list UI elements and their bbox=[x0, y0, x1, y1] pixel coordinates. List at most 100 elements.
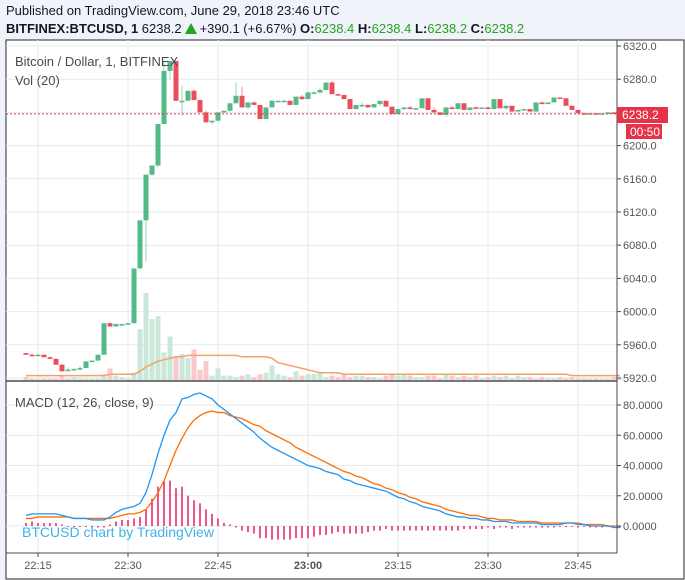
candle-body[interactable] bbox=[197, 99, 203, 113]
candle-body[interactable] bbox=[383, 100, 389, 107]
candle-body[interactable] bbox=[155, 124, 161, 166]
candle-body[interactable] bbox=[59, 364, 65, 372]
candle-body[interactable] bbox=[533, 102, 539, 112]
candle-body[interactable] bbox=[569, 105, 575, 110]
candle-body[interactable] bbox=[347, 99, 353, 110]
candle-body[interactable] bbox=[455, 103, 461, 110]
candle-body[interactable] bbox=[65, 369, 71, 372]
candle-body[interactable] bbox=[95, 354, 101, 361]
candle-body[interactable] bbox=[53, 358, 59, 365]
candle-body[interactable] bbox=[149, 165, 155, 175]
candle-body[interactable] bbox=[209, 120, 215, 123]
candle-body[interactable] bbox=[71, 368, 77, 371]
candle-body[interactable] bbox=[191, 90, 197, 100]
candle-body[interactable] bbox=[443, 107, 449, 115]
candle-body[interactable] bbox=[497, 99, 503, 109]
candle-body[interactable] bbox=[113, 324, 119, 327]
candle-body[interactable] bbox=[425, 98, 431, 110]
candle-body[interactable] bbox=[281, 100, 287, 103]
candle-body[interactable] bbox=[563, 98, 569, 106]
candle-body[interactable] bbox=[605, 112, 611, 114]
candle-body[interactable] bbox=[161, 70, 167, 125]
candle-body[interactable] bbox=[479, 107, 485, 109]
candle-body[interactable] bbox=[35, 354, 41, 357]
candle-body[interactable] bbox=[329, 82, 335, 95]
axis-labels[interactable]: 5920.0 5960.0 6000.0 6040.0 6080.0 6120.0 6160… bbox=[24, 41, 663, 572]
candle-body[interactable] bbox=[167, 60, 173, 71]
candle-body[interactable] bbox=[269, 100, 275, 108]
candle-body[interactable] bbox=[461, 103, 467, 110]
volume-legend[interactable]: Vol (20) bbox=[15, 73, 60, 88]
candle-body[interactable] bbox=[395, 109, 401, 115]
macd-pane-series[interactable] bbox=[25, 392, 621, 540]
candle-body[interactable] bbox=[611, 112, 617, 114]
candle-body[interactable] bbox=[419, 98, 425, 109]
candle-body[interactable] bbox=[47, 357, 53, 359]
candle-body[interactable] bbox=[41, 354, 47, 358]
candle-body[interactable] bbox=[413, 108, 419, 110]
candle-body[interactable] bbox=[353, 104, 359, 110]
candle-body[interactable] bbox=[335, 94, 341, 96]
candle-body[interactable] bbox=[287, 100, 293, 105]
candle-body[interactable] bbox=[305, 92, 311, 100]
candle-body[interactable] bbox=[83, 361, 89, 369]
candle-body[interactable] bbox=[401, 107, 407, 110]
candle-body[interactable] bbox=[233, 95, 239, 104]
candle-body[interactable] bbox=[341, 94, 347, 100]
candle-body[interactable] bbox=[491, 99, 497, 110]
candle-body[interactable] bbox=[485, 107, 491, 110]
candle-body[interactable] bbox=[293, 96, 299, 105]
candle-body[interactable] bbox=[545, 102, 551, 105]
candle-body[interactable] bbox=[143, 174, 149, 221]
candle-body[interactable] bbox=[107, 323, 113, 327]
candle-body[interactable] bbox=[551, 97, 557, 103]
candle-body[interactable] bbox=[323, 82, 329, 90]
candle-body[interactable] bbox=[431, 109, 437, 113]
candle-body[interactable] bbox=[227, 103, 233, 111]
candle-body[interactable] bbox=[131, 268, 137, 324]
candlestick-series[interactable] bbox=[23, 60, 635, 372]
candle-body[interactable] bbox=[521, 109, 527, 111]
candle-body[interactable] bbox=[203, 112, 209, 123]
macd-legend[interactable]: MACD (12, 26, close, 9) bbox=[15, 395, 154, 410]
candle-body[interactable] bbox=[173, 60, 179, 101]
candle-body[interactable] bbox=[137, 220, 143, 269]
candle-body[interactable] bbox=[119, 324, 125, 326]
candle-body[interactable] bbox=[359, 104, 365, 107]
candle-body[interactable] bbox=[515, 109, 521, 112]
candle-body[interactable] bbox=[185, 90, 191, 101]
candle-body[interactable] bbox=[77, 368, 83, 370]
candle-body[interactable] bbox=[575, 109, 581, 114]
candle-body[interactable] bbox=[125, 323, 131, 325]
candle-body[interactable] bbox=[365, 104, 371, 108]
candle-body[interactable] bbox=[29, 354, 35, 357]
candle-body[interactable] bbox=[371, 104, 377, 108]
candle-body[interactable] bbox=[239, 95, 245, 108]
candle-body[interactable] bbox=[377, 100, 383, 105]
candle-body[interactable] bbox=[89, 360, 95, 363]
candle-body[interactable] bbox=[263, 107, 269, 120]
candle-body[interactable] bbox=[449, 107, 455, 110]
candle-body[interactable] bbox=[221, 110, 227, 113]
candle-body[interactable] bbox=[23, 353, 29, 355]
candle-body[interactable] bbox=[317, 89, 323, 93]
candle-body[interactable] bbox=[245, 102, 251, 108]
candle-body[interactable] bbox=[101, 323, 107, 355]
candle-body[interactable] bbox=[473, 107, 479, 109]
candle-body[interactable] bbox=[539, 102, 545, 105]
candle-body[interactable] bbox=[527, 109, 533, 112]
candle-body[interactable] bbox=[179, 100, 185, 103]
candle-body[interactable] bbox=[503, 105, 509, 109]
candle-body[interactable] bbox=[275, 100, 281, 103]
candle-body[interactable] bbox=[299, 96, 305, 100]
candle-body[interactable] bbox=[389, 106, 395, 115]
candle-body[interactable] bbox=[215, 112, 221, 121]
main-series-legend[interactable]: Bitcoin / Dollar, 1, BITFINEX bbox=[15, 54, 179, 69]
candle-body[interactable] bbox=[467, 107, 473, 110]
candle-body[interactable] bbox=[509, 105, 515, 112]
candle-body[interactable] bbox=[251, 102, 257, 105]
candle-body[interactable] bbox=[407, 107, 413, 110]
candle-body[interactable] bbox=[257, 104, 263, 120]
candle-body[interactable] bbox=[557, 97, 563, 99]
